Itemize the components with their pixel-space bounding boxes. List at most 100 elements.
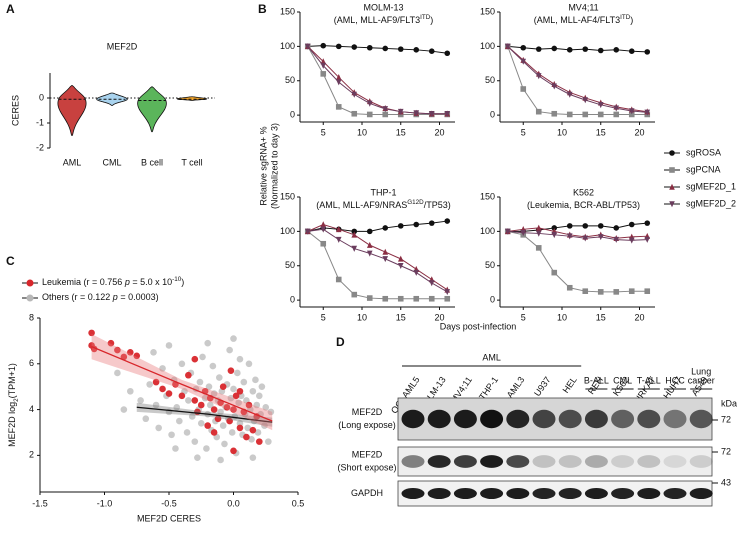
point <box>178 392 186 400</box>
point <box>320 71 327 77</box>
x-tick-label: 15 <box>396 312 406 322</box>
point <box>120 353 128 361</box>
text-part: = 5.0 x 10 <box>130 277 172 287</box>
point <box>206 401 214 409</box>
fit-line <box>136 406 273 423</box>
band <box>584 409 608 429</box>
chart-title: K562 <box>573 187 594 197</box>
point <box>644 109 651 116</box>
chart-title: MV4;11 <box>568 2 598 12</box>
point <box>382 248 389 255</box>
fit-line <box>91 346 273 422</box>
point <box>351 291 358 298</box>
text-part: -10 <box>172 276 182 283</box>
group-label: CML <box>613 375 632 385</box>
point <box>597 111 604 118</box>
band <box>532 455 556 468</box>
band <box>584 488 608 499</box>
point <box>366 250 373 257</box>
x-tick-label: -1.5 <box>32 498 48 508</box>
point <box>236 424 244 432</box>
y-axis-label: Relative sgRNA+ % <box>258 126 268 205</box>
point <box>366 295 373 301</box>
legend-label: sgMEF2D_2 <box>686 198 736 208</box>
point <box>520 229 527 237</box>
band <box>506 455 530 468</box>
point <box>127 387 134 395</box>
text-part: (AML, MLL-AF9/FLT3 <box>334 15 420 25</box>
point <box>351 228 358 235</box>
point <box>159 365 166 372</box>
series-line <box>507 45 648 53</box>
point <box>382 256 389 263</box>
y-tick-label: 150 <box>280 191 295 201</box>
point <box>209 362 217 370</box>
point <box>335 276 342 283</box>
point <box>201 394 209 402</box>
y-tick-label: 50 <box>285 260 295 270</box>
x-tick-label: 5 <box>521 312 526 322</box>
x-tick-label: AML <box>63 157 82 167</box>
point <box>613 236 620 243</box>
point <box>428 48 435 54</box>
band <box>401 409 425 429</box>
series-line <box>307 220 448 232</box>
panel-label: A <box>6 2 15 16</box>
point <box>133 352 141 360</box>
point <box>249 426 257 434</box>
text-part: ) <box>430 15 433 25</box>
point <box>107 339 115 347</box>
lane-label: HEL <box>561 375 579 395</box>
y-tick-label: 0 <box>290 295 295 305</box>
group-label: AML <box>482 352 501 362</box>
point <box>230 385 237 393</box>
chart-subtitle: (AML, MLL-AF4/FLT3ITD) <box>534 14 634 25</box>
point <box>335 226 342 233</box>
point <box>551 232 558 239</box>
point <box>566 111 573 118</box>
point <box>397 108 404 115</box>
point <box>265 438 272 445</box>
point <box>366 228 373 235</box>
text-part: MEF2D log <box>7 402 17 447</box>
band <box>427 455 451 468</box>
row-label: MEF2D <box>352 449 383 459</box>
band <box>453 409 477 429</box>
text-part: ITD <box>620 14 631 21</box>
band <box>480 409 504 429</box>
x-tick-label: 10 <box>357 127 367 137</box>
band <box>532 409 556 429</box>
band <box>558 455 582 468</box>
point <box>366 111 373 118</box>
point <box>597 234 604 241</box>
point <box>566 91 573 98</box>
point <box>366 100 373 107</box>
point <box>628 288 635 294</box>
point <box>155 424 162 432</box>
point <box>428 280 435 287</box>
point <box>191 438 199 445</box>
text-part: G12D <box>407 199 424 206</box>
point <box>366 44 373 51</box>
series-line <box>307 46 448 115</box>
chart-title: MEF2D <box>107 41 138 51</box>
point <box>188 413 196 420</box>
band <box>506 488 530 499</box>
point <box>240 378 248 386</box>
point <box>205 383 213 390</box>
lane-label: U937 <box>532 375 553 398</box>
y-tick-label: 150 <box>480 191 495 201</box>
point <box>261 422 268 429</box>
series-line <box>507 46 648 113</box>
marker-label: 72 <box>721 446 731 456</box>
point <box>413 269 420 276</box>
point <box>204 422 211 429</box>
point <box>120 406 128 413</box>
point <box>197 401 205 409</box>
point <box>185 371 192 379</box>
point <box>644 220 651 226</box>
text-part: p <box>124 277 130 287</box>
series-line <box>307 228 448 293</box>
point <box>335 43 342 50</box>
series-line <box>307 46 448 115</box>
